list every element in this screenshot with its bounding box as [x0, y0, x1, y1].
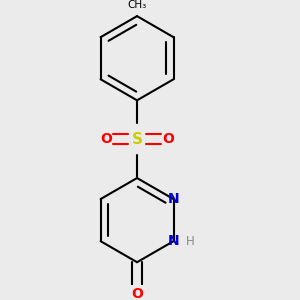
Text: O: O: [100, 132, 112, 146]
Text: O: O: [162, 132, 174, 146]
Text: S: S: [131, 132, 142, 147]
Text: N: N: [168, 192, 179, 206]
Text: N: N: [168, 234, 179, 248]
Text: O: O: [131, 286, 143, 300]
Text: CH₃: CH₃: [128, 0, 147, 10]
Text: H: H: [186, 235, 195, 248]
